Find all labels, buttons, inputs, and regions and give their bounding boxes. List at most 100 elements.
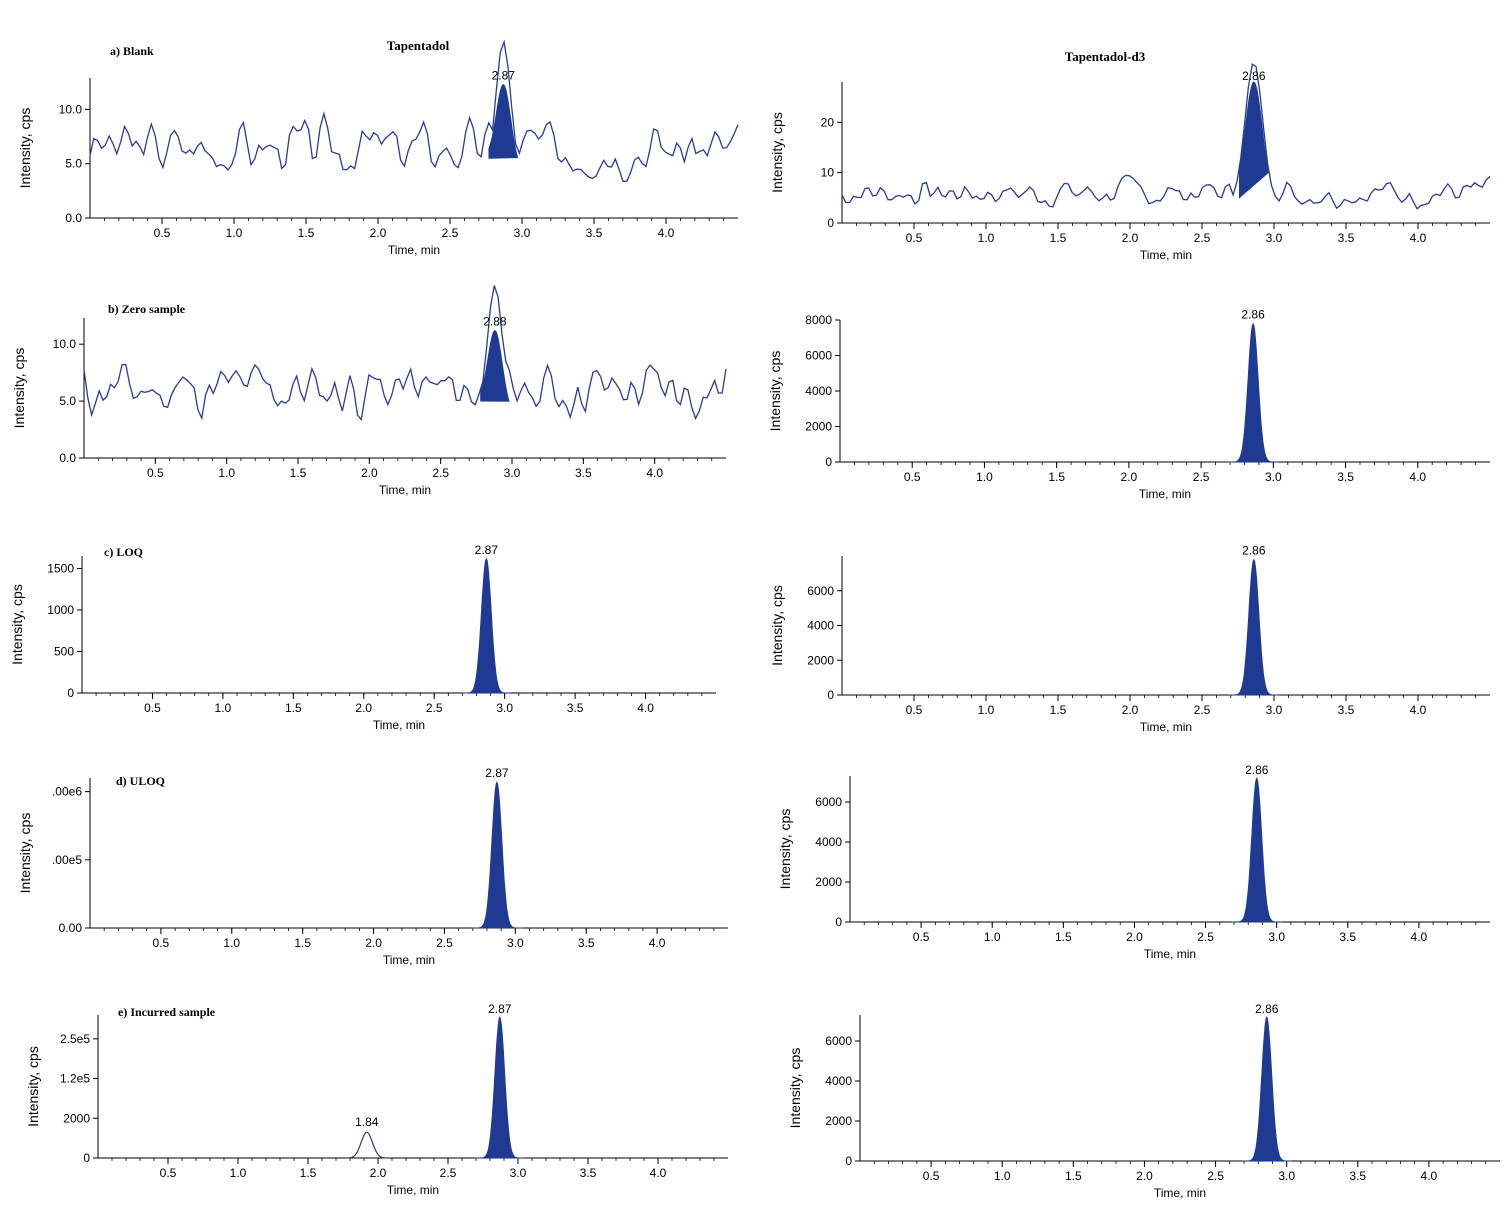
x-tick-label: 4.0: [658, 226, 675, 240]
x-tick-label: 2.5: [432, 466, 449, 480]
x-tick-label: 3.5: [580, 1166, 597, 1180]
x-tick-label: 1.0: [230, 1166, 247, 1180]
panel-b_left: 0.5 1.0 1.5 2.0 2.5 3.0 3.5 4.0 0.0 5.0 10.0 Time, …: [11, 285, 727, 497]
x-tick-label: 1.5: [290, 466, 307, 480]
x-tick-label: 0.5: [904, 470, 921, 484]
x-tick-label: 2.5: [436, 936, 453, 950]
y-tick-label: 0: [83, 1151, 90, 1165]
y-axis-label: Intensity, cps: [9, 584, 25, 665]
x-tick-label: 0.5: [154, 226, 171, 240]
x-tick-label: 4.0: [646, 466, 663, 480]
x-tick-label: 1.0: [978, 231, 995, 245]
x-tick-label: 3.0: [507, 936, 524, 950]
x-axis-label: Time, min: [1139, 487, 1191, 501]
x-axis-label: Time, min: [387, 1183, 439, 1197]
y-tick-label: 2.5e5: [60, 1032, 90, 1046]
x-tick-label: 1.0: [976, 470, 993, 484]
x-tick-label: 1.5: [1048, 470, 1065, 484]
x-tick-label: 3.5: [1337, 470, 1354, 484]
x-tick-label: 1.0: [978, 703, 995, 717]
x-tick-label: 3.5: [567, 701, 584, 715]
y-tick-label: 4000: [807, 619, 834, 633]
peak-area: [1227, 322, 1279, 463]
x-tick-label: 0.5: [913, 930, 930, 944]
y-tick-label: 0: [835, 915, 842, 929]
x-tick-label: 0.5: [147, 466, 164, 480]
panel-label: c) LOQ: [104, 545, 143, 559]
x-tick-label: 3.5: [1338, 231, 1355, 245]
panel-label: d) ULOQ: [116, 774, 165, 788]
x-tick-label: 0.5: [160, 1166, 177, 1180]
panel-e_left: 0.5 1.0 1.5 2.0 2.5 3.0 3.5 4.0 0 2000 1.2e5 2.5e5 T…: [25, 1002, 728, 1197]
y-tick-label: 4000: [815, 835, 842, 849]
x-tick-label: 0.5: [906, 231, 923, 245]
y-tick-label: 0: [67, 686, 74, 700]
x-tick-label: 2.0: [370, 226, 387, 240]
x-tick-label: 3.0: [504, 466, 521, 480]
minor-peak-label: 1.84: [355, 1115, 379, 1129]
peak-rt-label: 2.87: [492, 69, 516, 83]
x-tick-label: 1.5: [298, 226, 315, 240]
y-tick-label: 4000: [805, 384, 832, 398]
peak-rt-label: 2.87: [485, 766, 509, 780]
y-tick-label: 10.0: [59, 102, 83, 116]
y-tick-label: 2000: [807, 653, 834, 667]
peak-area: [1241, 1015, 1292, 1162]
panel-c_left: 0.5 1.0 1.5 2.0 2.5 3.0 3.5 4.0 0 500 1000 1500 Time…: [9, 543, 716, 732]
x-tick-label: 1.0: [226, 226, 243, 240]
y-tick-label: 2000: [815, 875, 842, 889]
left-column-title: Tapentadol: [387, 38, 450, 53]
x-tick-label: 1.5: [1050, 231, 1067, 245]
y-tick-label: 10.0: [53, 337, 77, 351]
y-axis-label: Intensity, cps: [777, 809, 793, 890]
x-tick-label: 3.0: [510, 1166, 527, 1180]
x-tick-label: 4.0: [1410, 703, 1427, 717]
x-tick-label: 3.5: [578, 936, 595, 950]
panel-a_right: 0.5 1.0 1.5 2.0 2.5 3.0 3.5 4.0 0 10 20 Time, min In…: [769, 63, 1491, 262]
y-tick-label: 0.00: [59, 921, 83, 935]
peak-rt-label: 2.86: [1245, 763, 1269, 777]
y-tick-label: 5.0: [59, 394, 76, 408]
y-tick-label: 1500: [47, 561, 74, 575]
x-tick-label: 3.0: [1266, 703, 1283, 717]
x-tick-label: 0.5: [144, 701, 161, 715]
y-tick-label: 20: [821, 115, 835, 129]
peak-area: [461, 557, 511, 694]
x-tick-label: 2.0: [355, 701, 372, 715]
x-tick-label: 1.5: [1050, 703, 1067, 717]
x-tick-label: 4.0: [650, 1166, 667, 1180]
x-tick-label: 4.0: [637, 701, 654, 715]
x-tick-label: 4.0: [1421, 1169, 1438, 1183]
x-tick-label: 0.5: [923, 1169, 940, 1183]
integrated-peak: [480, 330, 510, 402]
x-tick-label: 1.5: [294, 936, 311, 950]
x-tick-label: 2.5: [1197, 930, 1214, 944]
x-tick-label: 2.0: [370, 1166, 387, 1180]
x-axis-label: Time, min: [1144, 947, 1196, 961]
peak-area: [475, 1015, 525, 1159]
x-tick-label: 3.5: [575, 466, 592, 480]
x-tick-label: 2.5: [1193, 470, 1210, 484]
y-tick-label: 10: [821, 166, 835, 180]
x-tick-label: 2.5: [1207, 1169, 1224, 1183]
y-axis-label: Intensity, cps: [769, 585, 785, 666]
x-tick-label: 1.0: [215, 701, 232, 715]
y-tick-label: 2000: [63, 1111, 90, 1125]
peak-area: [1231, 776, 1282, 923]
panel-b_right: 0.5 1.0 1.5 2.0 2.5 3.0 3.5 4.0 0 2000 4000 6000 800…: [767, 308, 1490, 501]
y-tick-label: 0: [827, 216, 834, 230]
y-tick-label: 0: [827, 688, 834, 702]
right-column-title: Tapentadol-d3: [1065, 49, 1146, 64]
x-tick-label: 2.5: [442, 226, 459, 240]
panel-d_left: 0.5 1.0 1.5 2.0 2.5 3.0 3.5 4.0 0.00 .00e5 .00e6 Ti…: [17, 766, 728, 967]
x-axis-label: Time, min: [383, 953, 435, 967]
x-tick-label: 2.5: [426, 701, 443, 715]
x-tick-label: 3.5: [1349, 1169, 1366, 1183]
panel-label: a) Blank: [110, 44, 154, 58]
y-tick-label: 5.0: [65, 157, 82, 171]
x-tick-label: 2.0: [1126, 930, 1143, 944]
x-tick-label: 1.0: [218, 466, 235, 480]
panel-d_right: 0.5 1.0 1.5 2.0 2.5 3.0 3.5 4.0 0 2000 4000 6000 Tim…: [777, 763, 1490, 961]
x-tick-label: 1.0: [984, 930, 1001, 944]
x-tick-label: 2.0: [365, 936, 382, 950]
